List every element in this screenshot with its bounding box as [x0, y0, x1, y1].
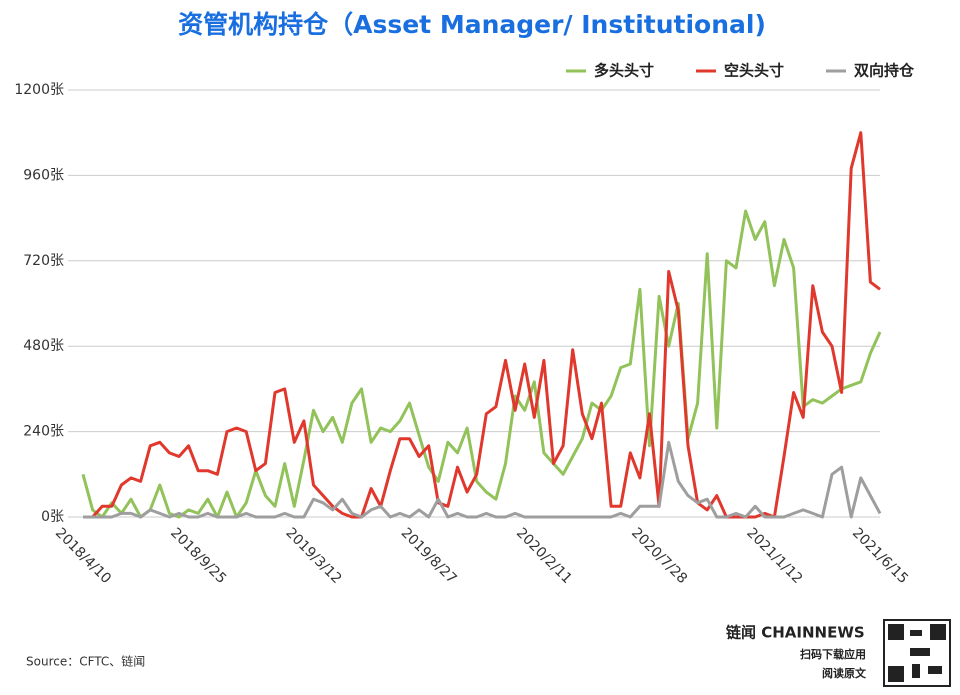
chart-title: 资管机构持仓（Asset Manager/ Institutional)	[178, 10, 766, 39]
x-tick-label: 2018/4/10	[52, 525, 114, 587]
x-tick-label: 2021/6/15	[849, 525, 911, 587]
y-tick-label: 1200张	[14, 82, 64, 98]
x-tick-label: 2019/8/27	[398, 525, 460, 587]
legend-label: 多头头寸	[594, 62, 654, 80]
brand-line: 阅读原文	[822, 666, 867, 680]
y-tick-label: 960张	[23, 167, 64, 183]
y-tick-label: 240张	[23, 424, 64, 440]
legend-label: 空头头寸	[724, 62, 784, 80]
x-tick-label: 2018/9/25	[167, 525, 229, 587]
x-tick-label: 2021/1/12	[743, 525, 805, 587]
source: Source：CFTC、链闻	[26, 654, 145, 669]
y-tick-label: 0张	[41, 509, 64, 525]
series-line	[83, 440, 882, 519]
y-tick-label: 720张	[23, 253, 64, 269]
legend-label: 双向持仓	[854, 62, 915, 80]
series-line	[83, 131, 881, 519]
y-tick-label: 480张	[23, 338, 64, 354]
x-tick-label: 2019/3/12	[282, 525, 344, 587]
brand: 链闻 CHAINNEWS	[726, 624, 865, 642]
x-tick-label: 2020/7/28	[628, 525, 690, 587]
series-line	[81, 209, 882, 519]
brand-line: 扫码下载应用	[800, 647, 866, 661]
x-tick-label: 2020/2/11	[513, 525, 575, 587]
qr-code	[883, 619, 951, 687]
